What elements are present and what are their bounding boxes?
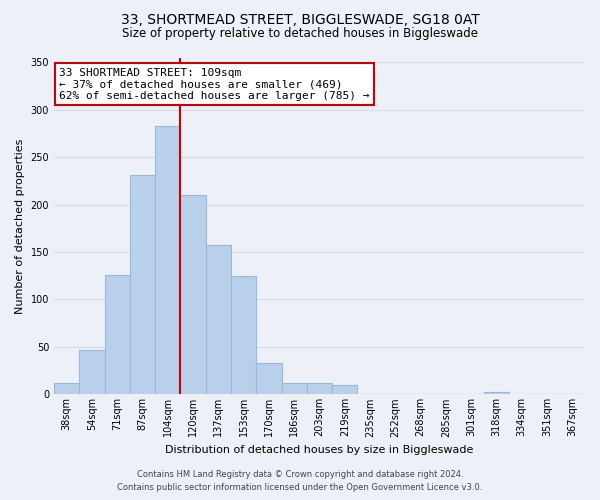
Bar xyxy=(104,275,130,394)
Bar xyxy=(54,383,79,394)
Bar xyxy=(484,392,509,394)
Bar xyxy=(206,246,231,394)
Text: 33 SHORTMEAD STREET: 109sqm
← 37% of detached houses are smaller (469)
62% of se: 33 SHORTMEAD STREET: 109sqm ← 37% of det… xyxy=(59,68,370,101)
Bar xyxy=(181,195,206,394)
Text: Size of property relative to detached houses in Biggleswade: Size of property relative to detached ho… xyxy=(122,28,478,40)
Text: 33, SHORTMEAD STREET, BIGGLESWADE, SG18 0AT: 33, SHORTMEAD STREET, BIGGLESWADE, SG18 … xyxy=(121,12,479,26)
Bar xyxy=(130,175,155,394)
Bar xyxy=(79,350,104,395)
Y-axis label: Number of detached properties: Number of detached properties xyxy=(15,138,25,314)
Bar xyxy=(231,276,256,394)
Text: Contains HM Land Registry data © Crown copyright and database right 2024.
Contai: Contains HM Land Registry data © Crown c… xyxy=(118,470,482,492)
Bar xyxy=(281,383,307,394)
Bar xyxy=(256,363,281,394)
Bar xyxy=(332,385,358,394)
X-axis label: Distribution of detached houses by size in Biggleswade: Distribution of detached houses by size … xyxy=(166,445,474,455)
Bar xyxy=(307,383,332,394)
Bar xyxy=(155,126,181,394)
